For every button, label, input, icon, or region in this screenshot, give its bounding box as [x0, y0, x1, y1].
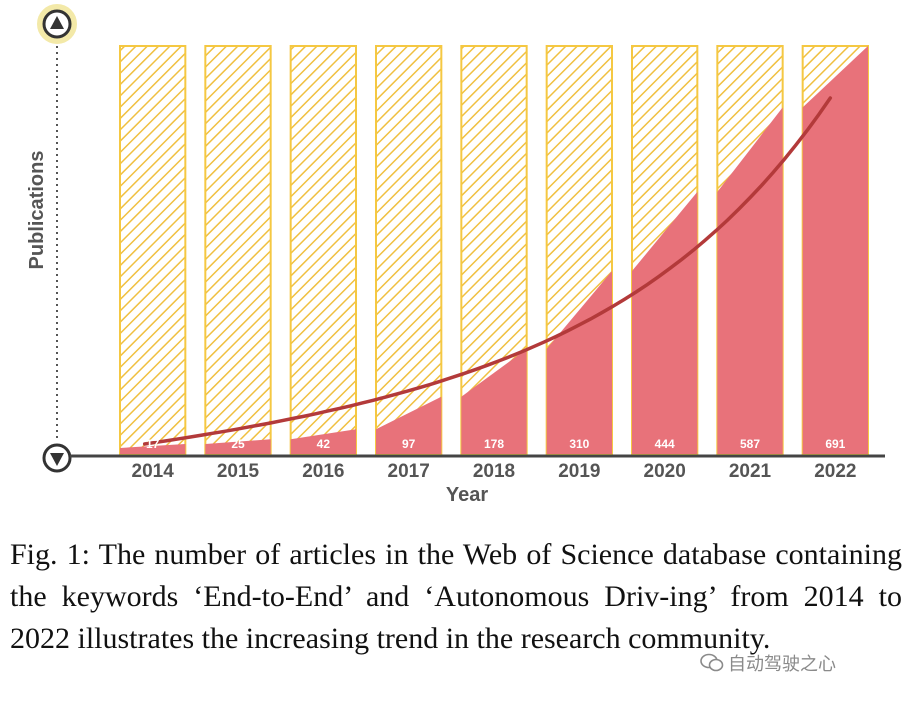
tick-label-2016: 2016: [302, 461, 344, 482]
down-triangle-icon: [50, 453, 64, 466]
bar-2015: [205, 439, 271, 454]
value-label-2020: 444: [655, 437, 675, 451]
y-axis-title: Publications: [26, 151, 48, 270]
tick-label-2014: 2014: [132, 461, 175, 482]
bar-2021: [717, 107, 783, 455]
tick-label-2019: 2019: [558, 461, 600, 482]
watermark: 自动驾驶之心: [700, 650, 836, 676]
bar-2016: [290, 429, 356, 454]
tick-label-2017: 2017: [388, 461, 430, 482]
bar-2018: [461, 348, 527, 454]
background-bar-2017: [375, 45, 443, 455]
value-label-2022: 691: [825, 437, 845, 451]
x-tick-labels: 2014 2015 2016 2017 2018 2019 2020 2021 2022: [132, 461, 857, 482]
value-label-2014: 17: [146, 437, 160, 451]
background-bar-2014: [119, 45, 187, 455]
trend-line: [142, 96, 833, 446]
bar-2022: [802, 46, 868, 454]
wechat-icon: [700, 653, 724, 672]
chart: 17 25 42 97 178 310 444 587 691 2014 2015 2016 2017…: [26, 4, 885, 506]
x-axis-title: Year: [446, 484, 488, 506]
tick-label-2022: 2022: [814, 461, 856, 482]
bars: [120, 46, 868, 455]
tick-label-2018: 2018: [473, 461, 515, 482]
tick-label-2015: 2015: [217, 461, 260, 482]
value-label-2019: 310: [569, 437, 589, 451]
value-label-2016: 42: [317, 437, 331, 451]
value-label-2017: 97: [402, 437, 416, 451]
bar-2017: [376, 396, 442, 454]
value-label-2015: 25: [231, 437, 245, 451]
background-bar-2015: [204, 45, 272, 455]
figure-caption: Fig. 1: The number of articles in the We…: [10, 538, 902, 655]
trend-line-group: [142, 96, 833, 446]
value-labels: 17 25 42 97 178 310 444 587 691: [146, 437, 846, 451]
bar-2014: [120, 443, 186, 454]
bar-2020: [632, 191, 698, 454]
watermark-text: 自动驾驶之心: [728, 654, 836, 675]
tick-label-2020: 2020: [644, 461, 686, 482]
value-label-2021: 587: [740, 437, 760, 451]
tick-label-2021: 2021: [729, 461, 772, 482]
background-bar-2016: [289, 45, 357, 455]
up-triangle-icon: [50, 16, 64, 29]
value-label-2018: 178: [484, 437, 504, 451]
